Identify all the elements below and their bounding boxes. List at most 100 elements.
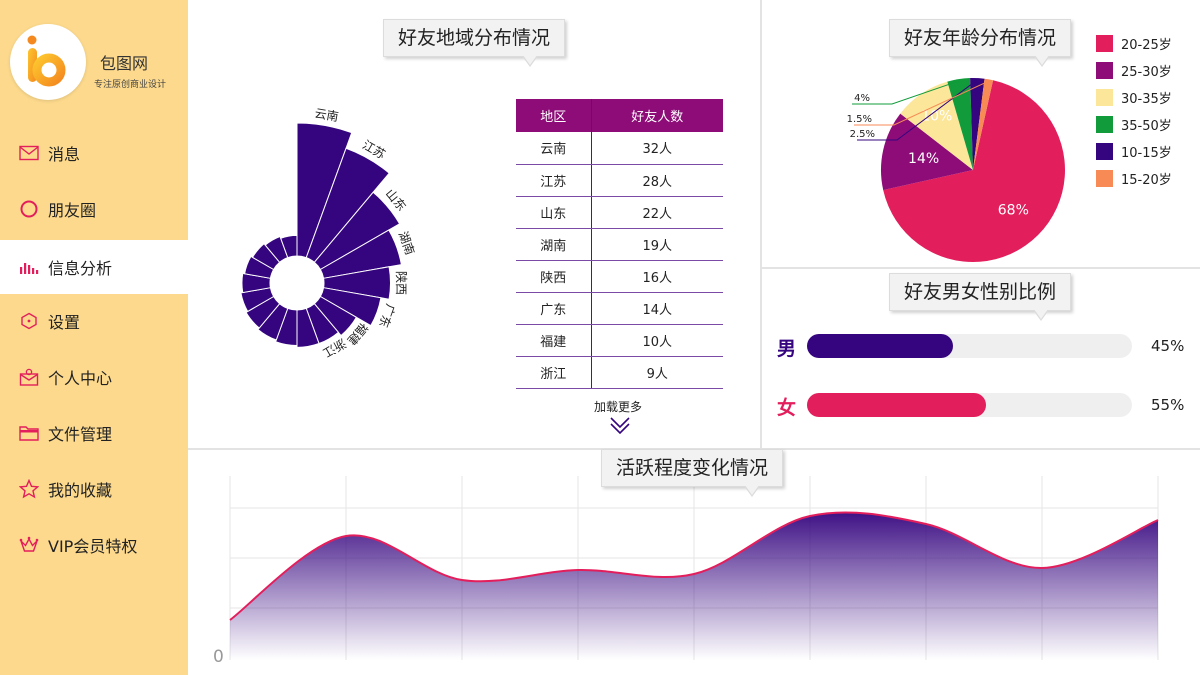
male-label: 男: [777, 338, 797, 360]
table-row: 广东 14人: [516, 292, 723, 325]
legend-item: 30-35岁: [1096, 88, 1172, 107]
male-progress-track: [807, 334, 1132, 358]
nav-item-analysis[interactable]: 信息分析: [0, 240, 188, 294]
legend-swatch: [1096, 88, 1113, 106]
legend-item: 15-20岁: [1096, 169, 1172, 188]
female-percent: 55%: [1151, 396, 1185, 414]
table-cell: 广东: [516, 292, 592, 325]
rose-bar: [274, 307, 298, 347]
nav-label: 信息分析: [48, 259, 113, 278]
pie-slice: [970, 78, 985, 170]
load-more-button[interactable]: 加载更多: [594, 400, 643, 414]
table-row: 湖南 19人: [516, 228, 723, 261]
activity-area-chart: [229, 476, 1159, 660]
rose-bar: [296, 122, 353, 259]
nav-item-messages[interactable]: 消息: [0, 126, 188, 180]
nav-item-favorites[interactable]: 我的收藏: [0, 462, 188, 516]
legend-item: 35-50岁: [1096, 115, 1172, 134]
nav-label: 个人中心: [48, 369, 113, 388]
chevron-down-icon[interactable]: [609, 416, 631, 436]
table-cell: 山东: [516, 196, 592, 229]
gender-title: 好友男女性别比例: [903, 281, 1056, 303]
nav-item-files[interactable]: 文件管理: [0, 406, 188, 460]
nav-item-vip[interactable]: VIP会员特权: [0, 518, 188, 572]
table-header-row: 地区 好友人数: [516, 99, 723, 132]
female-label: 女: [777, 397, 797, 419]
rose-bar: [245, 295, 281, 329]
rose-label: 湖南: [396, 229, 418, 257]
panel-divider-right: [762, 267, 1200, 269]
legend-item: 10-15岁: [1096, 142, 1172, 161]
pie-value-label: 10%: [921, 109, 952, 125]
table-cell: 22人: [591, 196, 723, 229]
nav-label: VIP会员特权: [48, 537, 138, 556]
table-row: 浙江 9人: [516, 356, 723, 389]
rose-bar: [240, 287, 275, 313]
nav-label: 朋友圈: [48, 201, 97, 220]
pie-value-label: 4%: [854, 93, 870, 104]
pie-slice: [881, 113, 973, 191]
table-row: 江苏 28人: [516, 164, 723, 197]
pie-value-label: 14%: [908, 151, 939, 167]
folder-icon: [19, 423, 39, 443]
table-row: 云南 32人: [516, 132, 723, 165]
pie-slice: [947, 78, 973, 170]
sidebar: 包图网 专注原创商业设计 消息 朋友圈 信息分析 设置 个人中心 文件管理: [0, 0, 188, 675]
area-fill: [230, 512, 1158, 660]
nav-label: 我的收藏: [48, 481, 113, 500]
pie-value-label: 2.5%: [850, 129, 875, 140]
gender-title-tag: 好友男女性别比例: [889, 273, 1071, 321]
legend-item: 25-30岁: [1096, 61, 1172, 80]
nav-label: 设置: [48, 313, 81, 332]
pie-value-label: 1.5%: [847, 114, 872, 125]
table-row: 山东 22人: [516, 196, 723, 229]
legend-label: 15-20岁: [1121, 172, 1172, 188]
female-progress-fill: [807, 393, 986, 417]
activity-title-tag: 活跃程度变化情况: [601, 449, 783, 497]
table-row: 福建 10人: [516, 324, 723, 357]
pie-value-label: 68%: [998, 202, 1029, 218]
rose-bar: [280, 234, 298, 259]
activity-title: 活跃程度变化情况: [615, 457, 768, 479]
age-title: 好友年龄分布情况: [903, 27, 1056, 49]
mail-icon: [19, 143, 39, 163]
rose-bar: [241, 272, 271, 294]
male-progress-fill: [807, 334, 954, 358]
star-icon: [19, 479, 39, 499]
nav-label: 文件管理: [48, 425, 113, 444]
rose-bar: [319, 287, 382, 327]
legend-swatch: [1096, 115, 1113, 133]
table-cell: 28人: [591, 164, 723, 197]
table-cell: 16人: [591, 260, 723, 293]
nav-item-moments[interactable]: 朋友圈: [0, 182, 188, 236]
rose-bar: [313, 295, 358, 337]
rose-bar: [257, 302, 289, 341]
rose-bar: [323, 266, 391, 300]
nav-item-profile[interactable]: 个人中心: [0, 350, 188, 404]
table-cell: 14人: [591, 292, 723, 325]
female-progress-track: [807, 393, 1132, 417]
crown-icon: [19, 535, 39, 555]
rose-bar: [319, 229, 402, 279]
table-cell: 10人: [591, 324, 723, 357]
rose-label: 云南: [314, 105, 340, 124]
brand-logo-icon: [27, 35, 66, 87]
age-pie-chart: 68% 14% 10% 4% 2.5% 1.5%: [847, 78, 1065, 262]
pie-leader-line: [854, 80, 989, 126]
table-cell: 云南: [516, 132, 592, 165]
circle-icon: [19, 199, 39, 219]
table-cell: 陕西: [516, 260, 592, 293]
legend-swatch: [1096, 169, 1113, 187]
legend-swatch: [1096, 34, 1113, 52]
pie-leader-line: [852, 80, 960, 105]
legend-swatch: [1096, 142, 1113, 160]
table-cell: 19人: [591, 228, 723, 261]
area-line: [229, 511, 1159, 621]
nav-item-settings[interactable]: 设置: [0, 294, 188, 348]
legend-swatch: [1096, 61, 1113, 79]
table-header-count: 好友人数: [591, 99, 723, 132]
pie-leader-line: [857, 79, 978, 141]
brand-slogan: 专注原创商业设计: [94, 80, 167, 90]
table-cell: 浙江: [516, 356, 592, 389]
